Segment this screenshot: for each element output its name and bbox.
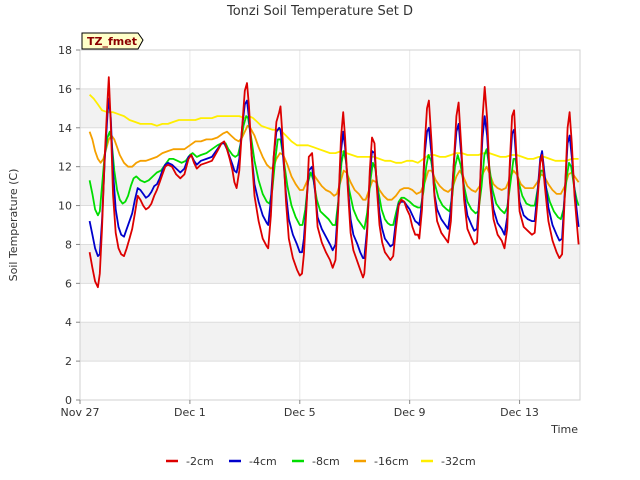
y-tick-label: 10 (58, 200, 72, 213)
x-tick-label: Dec 1 (174, 406, 206, 419)
y-tick-label: 8 (65, 238, 72, 251)
y-axis-label: Soil Temperature (C) (7, 169, 20, 282)
y-tick-label: 14 (58, 122, 72, 135)
chart-title: Tonzi Soil Temperature Set D (226, 4, 413, 19)
x-tick-label: Dec 9 (394, 406, 426, 419)
plot-band (80, 283, 580, 323)
site-badge-label: TZ_fmet (87, 35, 137, 48)
plot-frame (79, 49, 581, 401)
plot-background-bands (80, 50, 580, 400)
y-axis-ticks: 0 2 4 6 8 10 12 14 16 18 (58, 44, 80, 407)
plot-band (80, 322, 580, 362)
y-tick-label: 2 (65, 355, 72, 368)
legend-label: -2cm (186, 455, 214, 468)
plot-band (80, 88, 580, 128)
plot-band (80, 361, 580, 400)
plot-band (80, 244, 580, 284)
x-tick-label: Dec 5 (284, 406, 316, 419)
legend-label: -32cm (441, 455, 476, 468)
series-lines (88, 76, 580, 289)
x-tick-label: Dec 13 (500, 406, 539, 419)
y-tick-label: 4 (65, 316, 72, 329)
x-axis-ticks: Nov 27 Dec 1 Dec 5 Dec 9 Dec 13 (61, 400, 539, 419)
plot-band (80, 205, 580, 245)
y-tick-label: 18 (58, 44, 72, 57)
legend-label: -4cm (249, 455, 277, 468)
x-tick-label: Nov 27 (61, 406, 100, 419)
y-tick-label: 0 (65, 394, 72, 407)
legend-label: -8cm (312, 455, 340, 468)
y-tick-label: 12 (58, 161, 72, 174)
legend: -2cm -4cm -8cm -16cm -32cm (166, 455, 476, 468)
x-axis-label: Time (550, 423, 578, 436)
legend-label: -16cm (374, 455, 409, 468)
series-line-minus-32cm (88, 94, 579, 164)
y-tick-label: 6 (65, 277, 72, 290)
plot-band (80, 50, 580, 89)
plot-band (80, 127, 580, 167)
site-badge-shape (81, 32, 144, 50)
series-line-minus-2cm (88, 76, 580, 289)
site-badge: TZ_fmet (81, 32, 144, 50)
y-tick-label: 16 (58, 83, 72, 96)
